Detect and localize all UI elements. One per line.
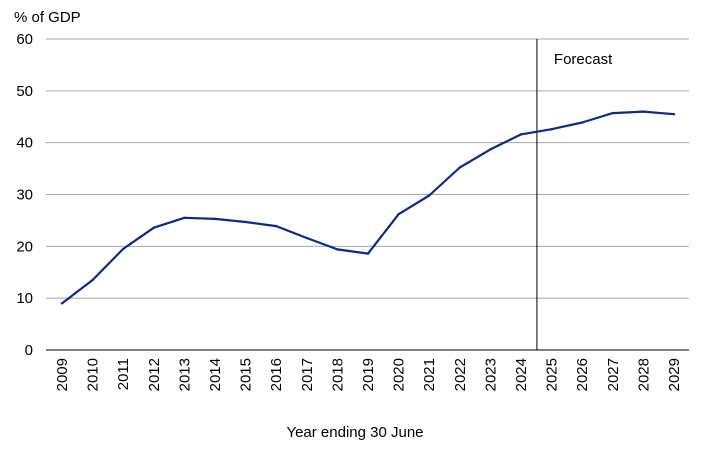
x-tick-label: 2024	[513, 358, 530, 391]
x-tick-label: 2021	[421, 358, 438, 391]
x-tick-label: 2016	[268, 358, 285, 391]
y-tick-label: 60	[16, 31, 33, 48]
data-point	[397, 212, 400, 216]
data-point	[428, 194, 431, 197]
x-tick-label: 2023	[482, 358, 499, 391]
y-tick-labels: 0 10 20 30 40 50 60	[16, 31, 33, 359]
data-point	[581, 121, 584, 124]
data-point	[213, 217, 217, 221]
data-point	[91, 278, 94, 282]
y-axis-label: % of GDP	[14, 9, 81, 26]
series-line	[61, 110, 675, 305]
data-point	[244, 220, 247, 224]
data-point	[642, 110, 645, 113]
x-tick-label: 2026	[574, 358, 591, 391]
data-point	[519, 133, 523, 136]
x-axis-label: Year ending 30 June	[286, 424, 423, 441]
x-tick-label: 2012	[146, 358, 163, 391]
forecast-label: Forecast	[554, 51, 613, 68]
x-tick-label: 2009	[54, 358, 71, 391]
x-tick-label: 2029	[666, 358, 683, 391]
x-tick-label: 2025	[544, 358, 561, 391]
x-tick-label: 2028	[635, 358, 652, 391]
x-tick-label: 2015	[238, 358, 255, 391]
data-point	[611, 111, 614, 115]
x-tick-label: 2011	[115, 358, 132, 390]
series-points	[60, 110, 676, 305]
data-point	[489, 148, 492, 151]
data-point	[60, 302, 64, 305]
gridlines	[46, 38, 689, 351]
x-tick-label: 2017	[299, 358, 316, 391]
x-tick-labels: 2009 2010 2011 2012 2013 2014 2015 2016 2017 2018…	[54, 358, 683, 391]
x-tick-label: 2022	[452, 358, 469, 391]
y-tick-label: 50	[16, 83, 33, 100]
data-point	[305, 236, 308, 240]
y-tick-label: 30	[16, 187, 33, 204]
x-tick-label: 2014	[207, 358, 224, 391]
x-tick-label: 2020	[391, 358, 408, 391]
y-tick-label: 10	[16, 290, 33, 307]
y-tick-label: 0	[25, 342, 33, 359]
x-tick-label: 2027	[605, 358, 622, 391]
data-point	[152, 226, 155, 229]
y-tick-label: 20	[16, 238, 33, 255]
data-point	[672, 112, 676, 116]
data-point	[458, 166, 461, 169]
data-point	[122, 247, 125, 251]
data-point	[275, 224, 278, 228]
data-point	[366, 252, 370, 255]
x-tick-label: 2018	[329, 358, 346, 391]
x-tick-label: 2010	[85, 358, 102, 391]
data-point	[550, 127, 553, 131]
x-tick-label: 2019	[360, 358, 377, 391]
data-point	[183, 216, 186, 220]
data-point	[336, 248, 339, 251]
y-tick-label: 40	[16, 135, 33, 152]
x-tick-label: 2013	[176, 358, 193, 391]
